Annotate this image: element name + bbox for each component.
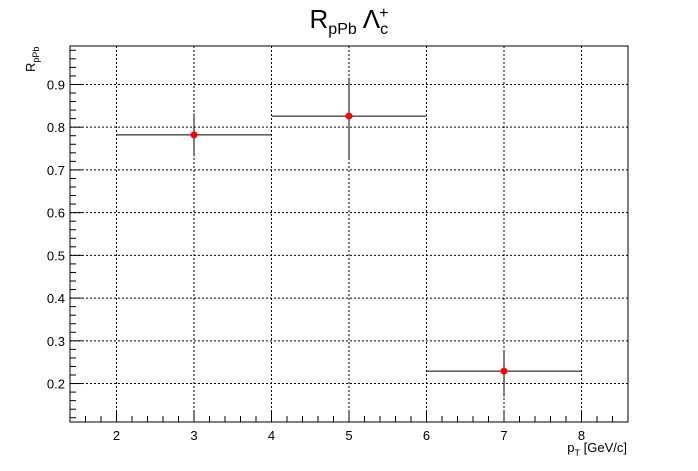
data-point (345, 112, 353, 120)
y-tick-label: 0.6 (47, 206, 65, 221)
data-points (116, 77, 582, 397)
x-tick-label: 3 (190, 428, 197, 443)
x-tick-label: 7 (500, 428, 507, 443)
chart-title: RpPb Λc+ (310, 4, 389, 38)
x-tick-label: 8 (578, 428, 585, 443)
x-tick-label: 4 (268, 428, 275, 443)
y-tick-label: 0.4 (47, 291, 65, 306)
data-point-group (426, 349, 582, 397)
data-point-group (271, 77, 427, 159)
data-point (500, 367, 508, 375)
y-tick-label: 0.5 (47, 248, 65, 263)
x-axis-title: pT [GeV/c] (567, 440, 627, 458)
y-tick-label: 0.8 (47, 120, 65, 135)
y-tick-label: 0.7 (47, 163, 65, 178)
x-tick-label: 6 (423, 428, 430, 443)
y-tick-label: 0.3 (47, 334, 65, 349)
x-tick-label: 2 (113, 428, 120, 443)
data-point-group (116, 113, 272, 157)
y-axis-title: RpPb (23, 47, 41, 72)
grid (70, 46, 628, 422)
axis-ticks (69, 49, 629, 422)
x-tick-label: 5 (345, 428, 352, 443)
y-tick-label: 0.9 (47, 77, 65, 92)
data-point (190, 131, 198, 139)
x-tick-labels: 2 3 4 5 6 7 8 (113, 428, 585, 443)
y-tick-labels: 0.2 0.3 0.4 0.5 0.6 0.7 0.8 0.9 (47, 77, 65, 391)
y-tick-label: 0.2 (47, 377, 65, 392)
